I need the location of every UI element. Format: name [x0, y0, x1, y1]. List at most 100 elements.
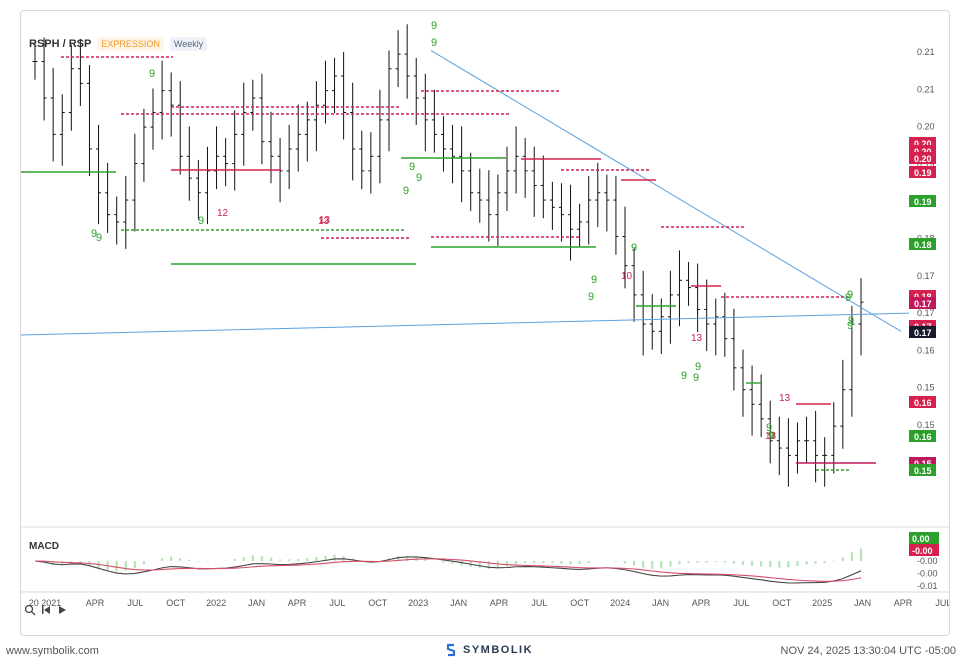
countdown-label: 9: [847, 289, 853, 301]
price-bar: [631, 247, 637, 322]
price-tag: 0.15: [909, 464, 936, 476]
price-tag-label: 0.16: [914, 432, 932, 442]
price-bar: [241, 82, 247, 166]
countdown-label: 9: [96, 232, 102, 244]
price-bar: [713, 298, 719, 356]
price-bar: [68, 44, 74, 131]
price-bar: [123, 175, 129, 249]
price-bar: [858, 278, 864, 356]
price-tag-label: 0.15: [914, 466, 932, 476]
x-tick-label: JAN: [248, 598, 265, 608]
price-bar: [50, 68, 56, 162]
x-tick-label: JAN: [652, 598, 669, 608]
price-tag-label: 0.17: [914, 328, 932, 338]
price-bar: [776, 416, 782, 476]
mode-badge[interactable]: EXPRESSION: [97, 37, 164, 51]
price-bar: [740, 349, 746, 417]
interval-badge[interactable]: Weekly: [169, 37, 208, 51]
price-bar: [186, 126, 192, 201]
price-bar: [640, 270, 646, 356]
macd-value-tag: 0.00: [909, 532, 939, 544]
play-icon[interactable]: [55, 603, 69, 617]
price-bar: [41, 37, 47, 121]
macd-tick-label: -0.00: [917, 556, 938, 566]
countdown-label: 13: [691, 333, 703, 344]
price-bar: [313, 81, 319, 152]
price-bar: [849, 305, 855, 417]
price-bar: [531, 146, 537, 217]
x-tick-label: 2024: [610, 598, 630, 608]
price-bar: [177, 81, 183, 175]
countdown-label: 9: [403, 185, 409, 197]
y-tick-label: 0.21: [917, 47, 935, 57]
macd-tick-label: -0.01: [917, 581, 938, 591]
price-bar: [159, 60, 165, 140]
price-tag: 0.20: [909, 152, 936, 164]
price-bar: [86, 65, 92, 176]
website-link[interactable]: www.symbolik.com: [6, 645, 99, 657]
price-bar: [204, 146, 210, 225]
price-bar: [686, 262, 692, 306]
x-tick-label: JUL: [329, 598, 345, 608]
x-tick-label: APR: [894, 598, 913, 608]
countdown-label: 9: [631, 242, 637, 254]
macd-value-tag: -0.00: [909, 544, 939, 556]
x-tick-label: JAN: [450, 598, 467, 608]
price-tag: 0.17: [909, 326, 936, 338]
price-bar: [59, 94, 65, 166]
countdown-label: 9: [591, 274, 597, 286]
price-bar: [77, 38, 83, 106]
macd-value-label: 0.00: [912, 534, 930, 544]
y-tick-label: 0.17: [917, 271, 935, 281]
price-bar: [676, 250, 682, 327]
search-magnifier-icon[interactable]: [23, 603, 37, 617]
price-bar: [549, 181, 555, 230]
skip-back-icon[interactable]: [39, 603, 53, 617]
price-bar: [667, 270, 673, 344]
price-bar: [132, 133, 138, 232]
price-bar: [831, 402, 837, 474]
countdown-label: 9: [848, 315, 854, 327]
x-tick-label: 20 2021: [29, 598, 62, 608]
price-bar: [722, 292, 728, 357]
y-tick-label: 0.16: [917, 345, 935, 355]
horizontal-trendline: [21, 312, 910, 336]
countdown-label: 9: [681, 370, 687, 382]
x-tick-label: APR: [288, 598, 307, 608]
price-bar: [214, 126, 220, 190]
price-bar: [322, 60, 328, 124]
price-bar: [450, 124, 456, 184]
price-bar: [341, 51, 347, 140]
price-bar: [586, 175, 592, 245]
price-bar: [150, 88, 156, 150]
countdown-label: 9: [431, 37, 437, 49]
y-tick-label: 0.20: [917, 122, 935, 132]
x-tick-label: OCT: [772, 598, 792, 608]
countdown-label: 13: [779, 393, 791, 404]
chart-canvas[interactable]: 20 2021 APR JUL OCT 2022 JAN APR JUL OCT 2023 JAN A…: [21, 11, 949, 635]
countdown-label: 9: [91, 228, 97, 240]
price-bar: [377, 89, 383, 184]
price-bar: [495, 174, 501, 247]
brand-logo: SYMBOLIK: [444, 643, 533, 657]
x-tick-label: APR: [490, 598, 509, 608]
price-bar: [259, 73, 265, 165]
price-tag: 0.19: [909, 195, 936, 207]
brand-name: SYMBOLIK: [463, 644, 534, 656]
price-bar: [386, 50, 392, 152]
price-bar: [731, 308, 737, 391]
countdown-label: 13: [318, 216, 330, 227]
price-bar: [622, 206, 628, 289]
countdown-label: 9: [766, 422, 772, 434]
price-bar: [695, 263, 701, 333]
price-bar: [350, 82, 356, 181]
price-bar: [268, 111, 274, 184]
price-bar: [286, 124, 292, 190]
trendline: [430, 50, 902, 332]
chart-frame: RSPH / RSP EXPRESSION Weekly MACD 20 202…: [20, 10, 950, 636]
price-bar: [794, 422, 800, 474]
price-bar: [804, 416, 810, 464]
price-bar: [604, 174, 610, 232]
x-tick-label: JUL: [531, 598, 547, 608]
price-bar: [304, 101, 310, 162]
